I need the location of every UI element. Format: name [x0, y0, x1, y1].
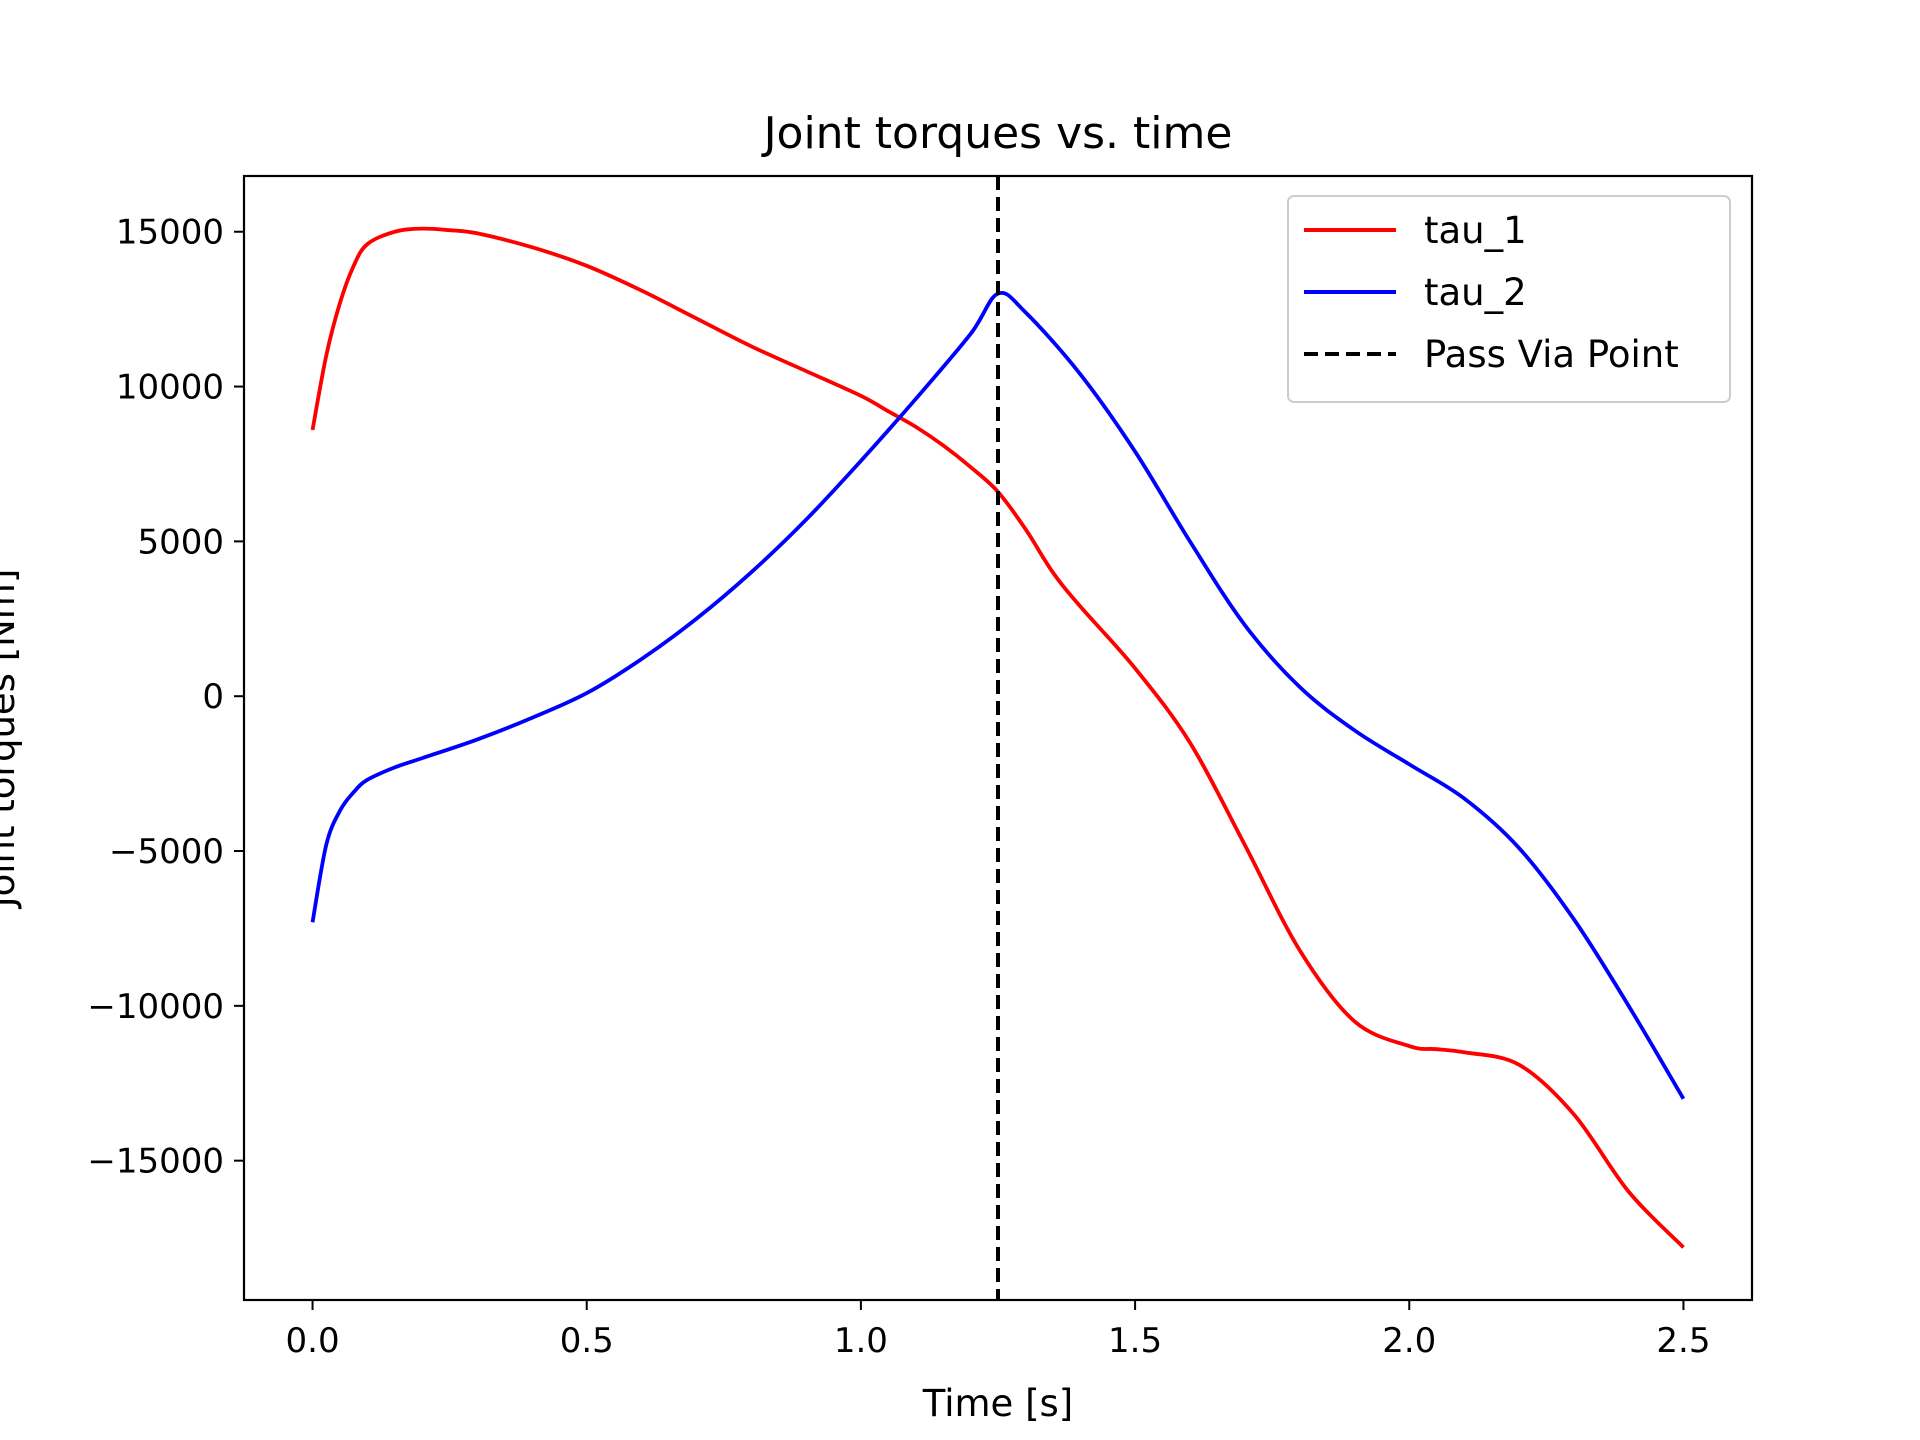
y-tick-label: 0: [202, 677, 224, 717]
y-axis: 15000 10000 5000 0 −5000 −10000 −15000: [87, 213, 244, 1182]
x-tick-label: 2.0: [1382, 1321, 1436, 1361]
x-tick-label: 1.0: [834, 1321, 888, 1361]
y-axis-label: Joint torques [Nm]: [0, 569, 23, 910]
y-tick-label: 5000: [137, 522, 224, 562]
legend: tau_1 tau_2 Pass Via Point: [1287, 195, 1731, 403]
plot-lines: [310, 176, 1686, 1300]
chart-title: Joint torques vs. time: [761, 108, 1233, 159]
axes-frame: [242, 174, 1754, 1302]
y-tick-label: 10000: [116, 368, 224, 408]
legend-box: [1287, 195, 1731, 403]
x-tick-label: 0.5: [560, 1321, 614, 1361]
x-axis: 0.0 0.5 1.0 1.5 2.0 2.5: [286, 1300, 1710, 1361]
x-tick-label: 0.0: [286, 1321, 340, 1361]
x-tick-label: 2.5: [1656, 1321, 1710, 1361]
y-tick-label: −10000: [87, 987, 224, 1027]
y-tick-label: −5000: [109, 832, 224, 872]
series-line-tau-2: [310, 290, 1686, 1100]
series-line-tau-1: [310, 226, 1685, 1249]
legend-label: tau_1: [1424, 209, 1527, 252]
legend-label: Pass Via Point: [1424, 333, 1679, 376]
y-tick-label: −15000: [87, 1142, 224, 1182]
legend-label: tau_2: [1424, 271, 1527, 314]
x-axis-label: Time [s]: [922, 1382, 1073, 1425]
x-tick-label: 1.5: [1108, 1321, 1162, 1361]
y-tick-label: 15000: [116, 213, 224, 253]
